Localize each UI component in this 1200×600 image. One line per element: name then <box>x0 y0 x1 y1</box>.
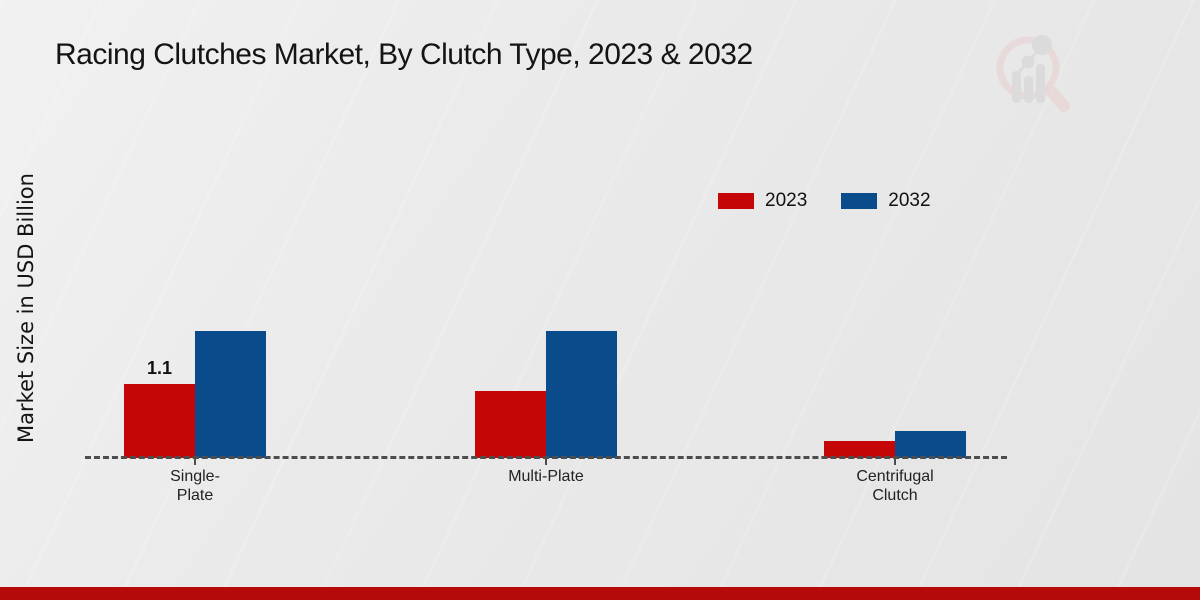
x-axis-baseline <box>85 456 1007 459</box>
chart-title: Racing Clutches Market, By Clutch Type, … <box>55 38 753 71</box>
magnifier-handle <box>1043 83 1070 112</box>
bar-2032-single-plate <box>195 331 266 458</box>
x-axis-tick <box>194 459 196 465</box>
legend: 2023 2032 <box>718 190 931 212</box>
logo-bar <box>1012 71 1021 103</box>
bar-2023-single-plate <box>124 384 195 458</box>
bar-value-label-2023-single-plate: 1.1 <box>146 358 173 378</box>
trend-dot <box>1032 35 1052 55</box>
x-axis-tick <box>545 459 547 465</box>
bar-2023-multi-plate <box>475 391 546 458</box>
legend-item-2032: 2032 <box>841 190 931 212</box>
legend-label-2023: 2023 <box>765 190 808 211</box>
category-label-centrifugal-clutch: Centrifugal Clutch <box>856 468 934 504</box>
x-axis-tick <box>894 459 896 465</box>
footer-accent-bar <box>0 587 1200 600</box>
logo-bar <box>1024 76 1033 103</box>
magnifier-watermark-logo <box>996 35 1070 112</box>
legend-item-2023: 2023 <box>718 190 807 212</box>
bar-2023-centrifugal-clutch <box>824 441 895 458</box>
bar-2032-centrifugal-clutch <box>895 431 966 458</box>
category-label-single-plate: Single- Plate <box>170 468 220 504</box>
legend-swatch-2032 <box>841 193 878 209</box>
trend-dot <box>1021 55 1035 69</box>
logo-bar <box>1036 64 1045 103</box>
legend-label-2032: 2032 <box>888 190 931 211</box>
legend-swatch-2023 <box>718 193 754 209</box>
category-label-multi-plate: Multi-Plate <box>508 468 584 485</box>
bar-2032-multi-plate <box>546 331 617 458</box>
